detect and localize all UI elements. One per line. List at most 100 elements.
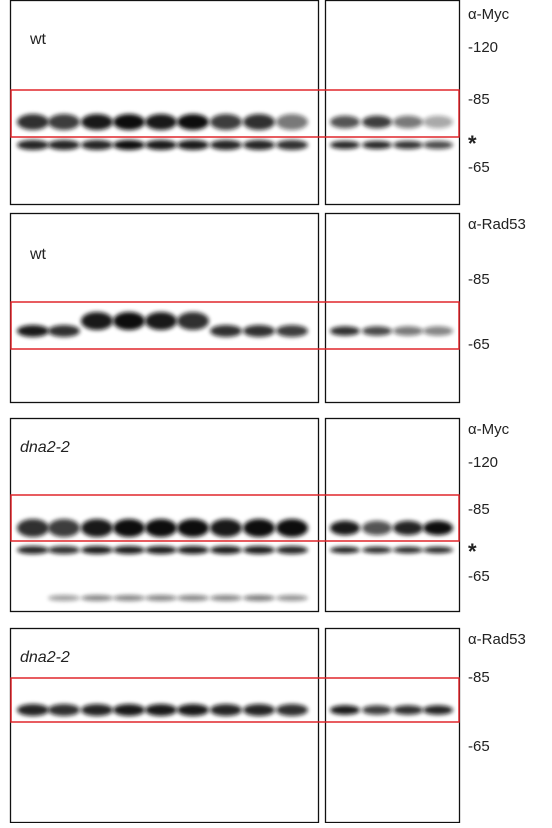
band: [210, 140, 242, 150]
band: [177, 114, 209, 130]
band: [145, 704, 177, 716]
band: [330, 326, 360, 336]
sample-label: wt: [29, 246, 47, 263]
antibody-label: α-Rad53: [468, 216, 526, 233]
band: [81, 114, 113, 130]
blot-frame-left: [9, 0, 320, 206]
band: [210, 325, 242, 337]
band: [113, 312, 145, 330]
band: [393, 705, 423, 715]
size-marker: -85: [468, 271, 490, 288]
band: [276, 140, 308, 150]
nonspecific-marker: *: [468, 539, 477, 564]
blot-frame-right: [324, 212, 461, 404]
sample-label: dna2-2: [20, 439, 70, 456]
band: [177, 595, 209, 601]
band: [81, 519, 113, 537]
band: [210, 114, 242, 130]
band: [393, 546, 423, 554]
band: [81, 546, 113, 554]
band: [423, 141, 453, 149]
band: [210, 519, 242, 537]
band: [210, 546, 242, 554]
band: [48, 595, 80, 601]
band: [330, 705, 360, 715]
band: [113, 546, 145, 554]
band: [145, 546, 177, 554]
band: [393, 141, 423, 149]
size-marker: -85: [468, 669, 490, 686]
band: [330, 115, 360, 129]
highlight-box: [10, 494, 460, 542]
band: [113, 519, 145, 537]
band: [276, 546, 308, 554]
band: [177, 140, 209, 150]
band: [113, 595, 145, 601]
band: [145, 312, 177, 330]
size-marker: -65: [468, 159, 490, 176]
band: [145, 140, 177, 150]
band: [145, 519, 177, 537]
blot-frames: [9, 0, 461, 824]
highlight-box: [10, 677, 460, 723]
band: [17, 704, 49, 716]
band: [243, 595, 275, 601]
blot-bands: [17, 114, 453, 716]
band: [330, 546, 360, 554]
band: [423, 520, 453, 536]
band: [113, 140, 145, 150]
blot-frame-right: [324, 417, 461, 613]
band: [362, 546, 392, 554]
band: [362, 326, 392, 336]
band: [17, 140, 49, 150]
band: [362, 705, 392, 715]
band: [393, 115, 423, 129]
band: [177, 546, 209, 554]
highlight-box: [10, 301, 460, 350]
band: [48, 546, 80, 554]
band: [177, 312, 209, 330]
band: [276, 595, 308, 601]
size-marker: -85: [468, 91, 490, 108]
size-marker: -65: [468, 336, 490, 353]
band: [177, 519, 209, 537]
blot-frame-right: [324, 0, 461, 206]
nonspecific-marker: *: [468, 131, 477, 156]
band: [81, 595, 113, 601]
band: [81, 704, 113, 716]
antibody-label: α-Rad53: [468, 631, 526, 648]
band: [48, 140, 80, 150]
band: [243, 325, 275, 337]
band: [17, 325, 49, 337]
size-marker: -65: [468, 568, 490, 585]
antibody-label: α-Myc: [468, 421, 510, 438]
band: [48, 519, 80, 537]
band: [210, 704, 242, 716]
band: [243, 114, 275, 130]
band: [276, 519, 308, 537]
band: [81, 140, 113, 150]
band: [210, 595, 242, 601]
band: [276, 114, 308, 130]
band: [276, 325, 308, 337]
blot-frame-left: [9, 212, 320, 404]
sample-label: dna2-2: [20, 649, 70, 666]
band: [81, 312, 113, 330]
sample-label: wt: [29, 31, 47, 48]
band: [177, 704, 209, 716]
band: [423, 705, 453, 715]
band: [330, 520, 360, 536]
band: [17, 519, 49, 537]
band: [423, 115, 453, 129]
band: [48, 114, 80, 130]
band: [362, 520, 392, 536]
band: [113, 704, 145, 716]
band: [393, 520, 423, 536]
band: [362, 115, 392, 129]
band: [243, 519, 275, 537]
band: [243, 704, 275, 716]
highlight-box: [10, 89, 460, 138]
band: [113, 114, 145, 130]
